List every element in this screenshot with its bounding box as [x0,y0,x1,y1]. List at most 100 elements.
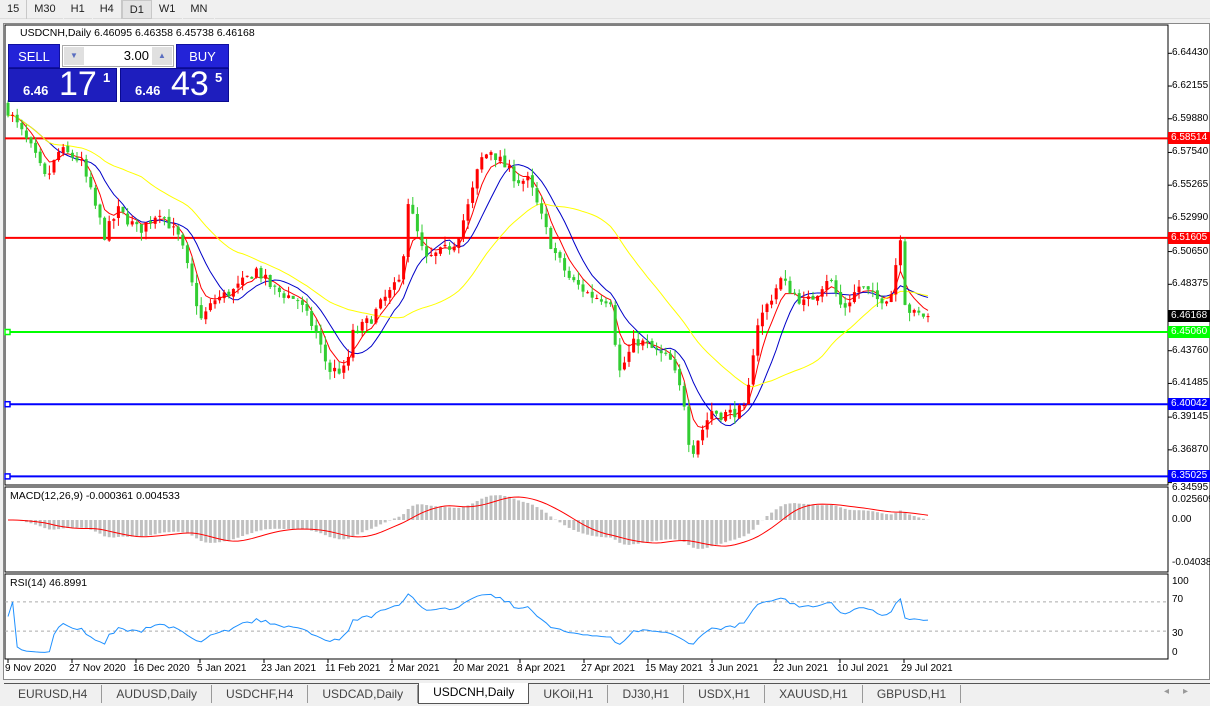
candle-body [563,258,567,271]
candle-body [379,299,383,309]
candle-body [250,276,254,279]
candle-body [388,289,392,298]
timeframe-15[interactable]: 15 [0,0,28,19]
timeframe-w1[interactable]: W1 [152,0,184,19]
candle-body [829,279,833,281]
increase-lot-arrow-icon[interactable]: ▲ [152,47,172,65]
candle-body [204,311,208,320]
candle-body [843,303,847,308]
buy-price-box[interactable]: 6.46 43 5 [120,68,229,102]
chart-tab[interactable]: UKOil,H1 [529,685,609,703]
candle-body [816,295,820,301]
fast-moving-average-line [7,114,929,429]
rsi-pane-frame [4,573,1169,660]
candle-body [126,213,130,225]
candle-body [121,206,125,213]
candle-body [797,293,801,304]
candle-body [346,356,350,366]
candle-body [494,153,498,161]
chart-tab[interactable]: AUDUSD,Daily [102,685,213,703]
candle-body [218,296,222,301]
candle-body [576,279,580,285]
candle-body [80,159,84,161]
candle-body [526,176,530,181]
main-pane-frame [4,24,1169,486]
candle-body [176,226,180,235]
candle-body [296,300,300,302]
chart-header: USDCNH,Daily 6.46095 6.46358 6.45738 6.4… [20,27,255,39]
chart-tab[interactable]: XAUUSD,H1 [765,685,863,703]
timeframe-h1[interactable]: H1 [64,0,93,19]
chart-tab[interactable]: DJ30,H1 [608,685,685,703]
lot-size-input[interactable]: 3.00 [123,48,149,63]
chart-tab[interactable]: USDCHF,H4 [212,685,309,703]
timeframe-m30[interactable]: M30 [27,0,64,19]
time-axis-label: 5 Jan 2021 [197,663,247,674]
candle-body [415,213,419,232]
price-axis-label: 6.48375 [1172,278,1209,290]
candle-body [507,165,511,169]
time-axis-label: 29 Jul 2021 [901,663,953,674]
candle-body [351,329,355,358]
candle-body [530,175,534,188]
candle-body [668,353,672,360]
candle-body [632,338,636,353]
candle-body [236,283,240,288]
chart-tab[interactable]: USDX,H1 [684,685,766,703]
chart-tab[interactable]: EURUSD,H4 [4,685,103,703]
buy-button[interactable]: BUY [176,44,229,68]
candle-body [852,292,856,303]
candle-body [172,226,176,228]
macd-signal-line [7,496,929,547]
level-handle [4,473,11,480]
candle-body [825,281,829,290]
candle-body [760,312,764,327]
candle-body [47,173,51,175]
rsi-line [7,593,929,653]
candle-body [213,300,217,305]
candle-body [742,405,746,407]
timeframe-mn[interactable]: MN [183,0,216,19]
time-axis-label: 9 Nov 2020 [5,663,57,674]
candle-body [227,291,231,297]
chart-tab[interactable]: GBPUSD,H1 [863,685,962,703]
chart-tab[interactable]: USDCNH,Daily [418,683,530,704]
candle-body [337,368,341,374]
decrease-lot-arrow-icon[interactable]: ▼ [64,47,84,65]
candle-body [34,142,38,153]
price-axis-label: 6.36870 [1172,443,1209,455]
price-axis-label: 6.34595 [1172,482,1209,493]
candle-body [498,156,502,162]
candle-body [650,340,654,348]
candle-body [604,301,608,304]
macd-axis-label: 0.00 [1172,514,1192,525]
candle-body [135,222,139,225]
candle-body [866,286,870,290]
time-axis-label: 22 Jun 2021 [773,663,829,674]
sell-button[interactable]: SELL [8,44,60,68]
price-axis-label: 6.57540 [1172,146,1209,158]
sell-price-box[interactable]: 6.46 17 1 [8,68,117,102]
candle-body [710,411,714,420]
level-price-tag: 6.51605 [1168,231,1210,244]
lot-size-stepper[interactable]: ▼ 3.00 ▲ [62,45,174,67]
tab-scroll-arrows-icon[interactable]: ◂▸ [1163,686,1202,697]
sell-price-prefix: 6.46 [23,83,49,98]
candle-body [701,429,705,441]
candle-body [540,203,544,214]
candle-body [696,440,700,455]
candle-body [820,289,824,297]
timeframe-h4[interactable]: H4 [93,0,122,19]
candle-body [452,246,456,251]
candle-body [765,304,769,313]
chart-tab[interactable]: USDCAD,Daily [308,685,419,703]
candle-body [328,362,332,372]
candle-body [871,290,875,292]
candle-body [581,284,585,292]
candle-body [733,408,737,418]
price-axis-label: 6.59880 [1172,112,1209,124]
candle-body [425,246,429,257]
candle-body [917,310,921,313]
timeframe-d1[interactable]: D1 [121,0,152,19]
